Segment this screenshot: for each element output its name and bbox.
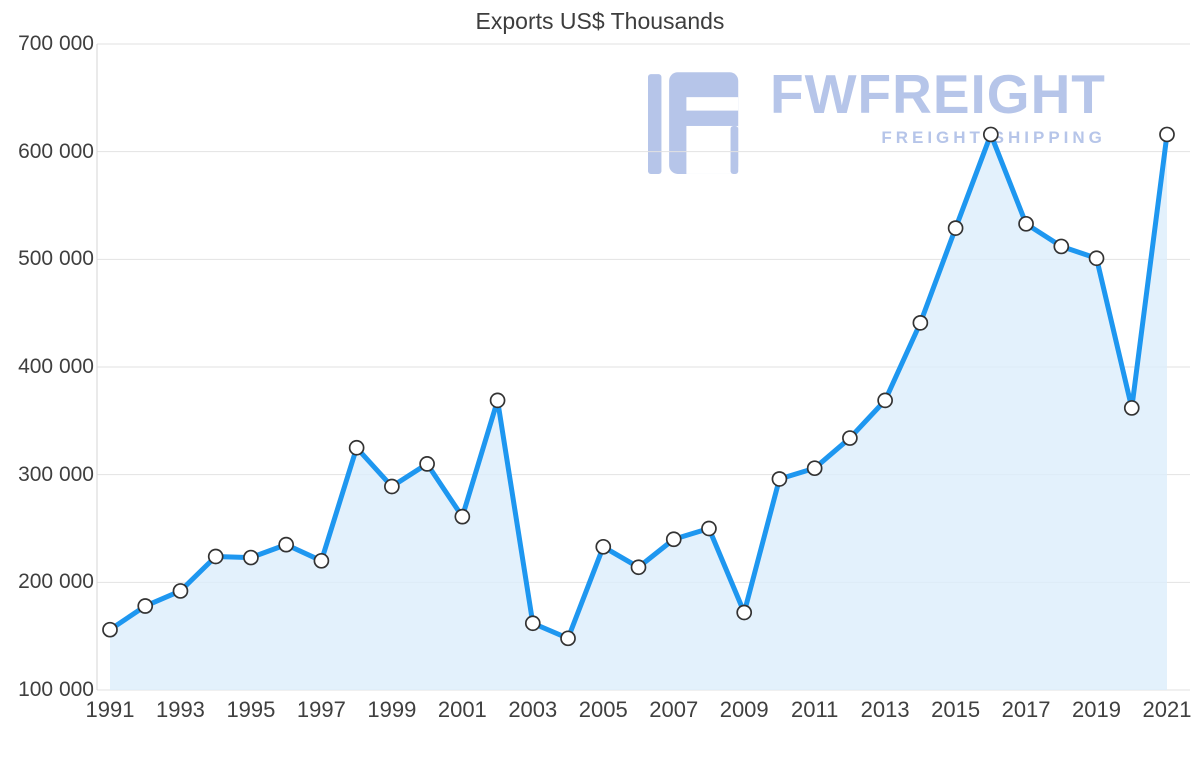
data-point-marker (665, 531, 682, 548)
data-point-marker (877, 392, 893, 409)
data-point-marker (771, 471, 788, 487)
data-point-marker (947, 220, 964, 236)
x-axis-label: 1995 (226, 697, 276, 722)
data-point-marker (701, 520, 717, 537)
x-axis-label: 2015 (931, 697, 981, 722)
x-axis-label: 2005 (578, 697, 628, 722)
data-point-marker (384, 478, 400, 495)
data-point-marker (982, 126, 999, 143)
data-point-marker (1159, 126, 1175, 143)
data-point-marker (243, 549, 259, 566)
data-point-marker (595, 538, 612, 555)
data-point-marker (842, 430, 858, 446)
data-point-marker (207, 548, 224, 565)
data-point-marker (560, 630, 576, 647)
data-point-marker (348, 439, 365, 456)
data-point-marker (1053, 238, 1070, 255)
x-axis-label: 2019 (1072, 697, 1121, 722)
data-point-marker (1018, 215, 1034, 232)
data-point-marker (137, 598, 154, 614)
data-point-marker (278, 536, 295, 553)
x-axis-label: 2011 (791, 697, 839, 722)
x-axis-label: 2017 (1001, 697, 1051, 722)
data-point-marker (806, 460, 823, 477)
x-axis-label: 2009 (719, 697, 769, 722)
x-axis-label: 1999 (367, 697, 417, 722)
x-axis-label: 2003 (508, 697, 558, 722)
y-axis-label: 600 000 (18, 139, 94, 163)
y-axis-label: 400 000 (18, 355, 94, 378)
x-axis-label: 1991 (85, 697, 135, 722)
x-axis-label: 2007 (649, 697, 699, 722)
data-point-marker (489, 392, 506, 409)
y-axis-label: 700 000 (18, 32, 94, 55)
data-point-marker (172, 583, 189, 599)
y-axis-label: 300 000 (18, 462, 94, 486)
y-axis-label: 500 000 (18, 247, 94, 271)
data-point-marker (1088, 250, 1105, 267)
area-fill (110, 134, 1167, 690)
chart-title: Exports US$ Thousands (475, 8, 725, 34)
data-point-marker (454, 508, 471, 525)
data-point-marker (102, 621, 118, 638)
data-point-marker (524, 615, 541, 632)
data-point-marker (630, 559, 647, 576)
y-axis-label: 200 000 (18, 570, 94, 594)
data-point-marker (1123, 400, 1140, 416)
x-axis-label: 1993 (155, 697, 205, 722)
x-axis-label: 2021 (1142, 697, 1192, 722)
data-point-marker (313, 552, 330, 569)
data-point-marker (912, 315, 929, 331)
y-axis-label: 100 000 (18, 678, 94, 701)
data-point-marker (736, 604, 753, 621)
x-axis-label: 2001 (437, 697, 487, 722)
x-axis-label: 2013 (860, 697, 910, 722)
x-axis-label: 1997 (296, 697, 346, 722)
data-point-marker (419, 456, 435, 472)
